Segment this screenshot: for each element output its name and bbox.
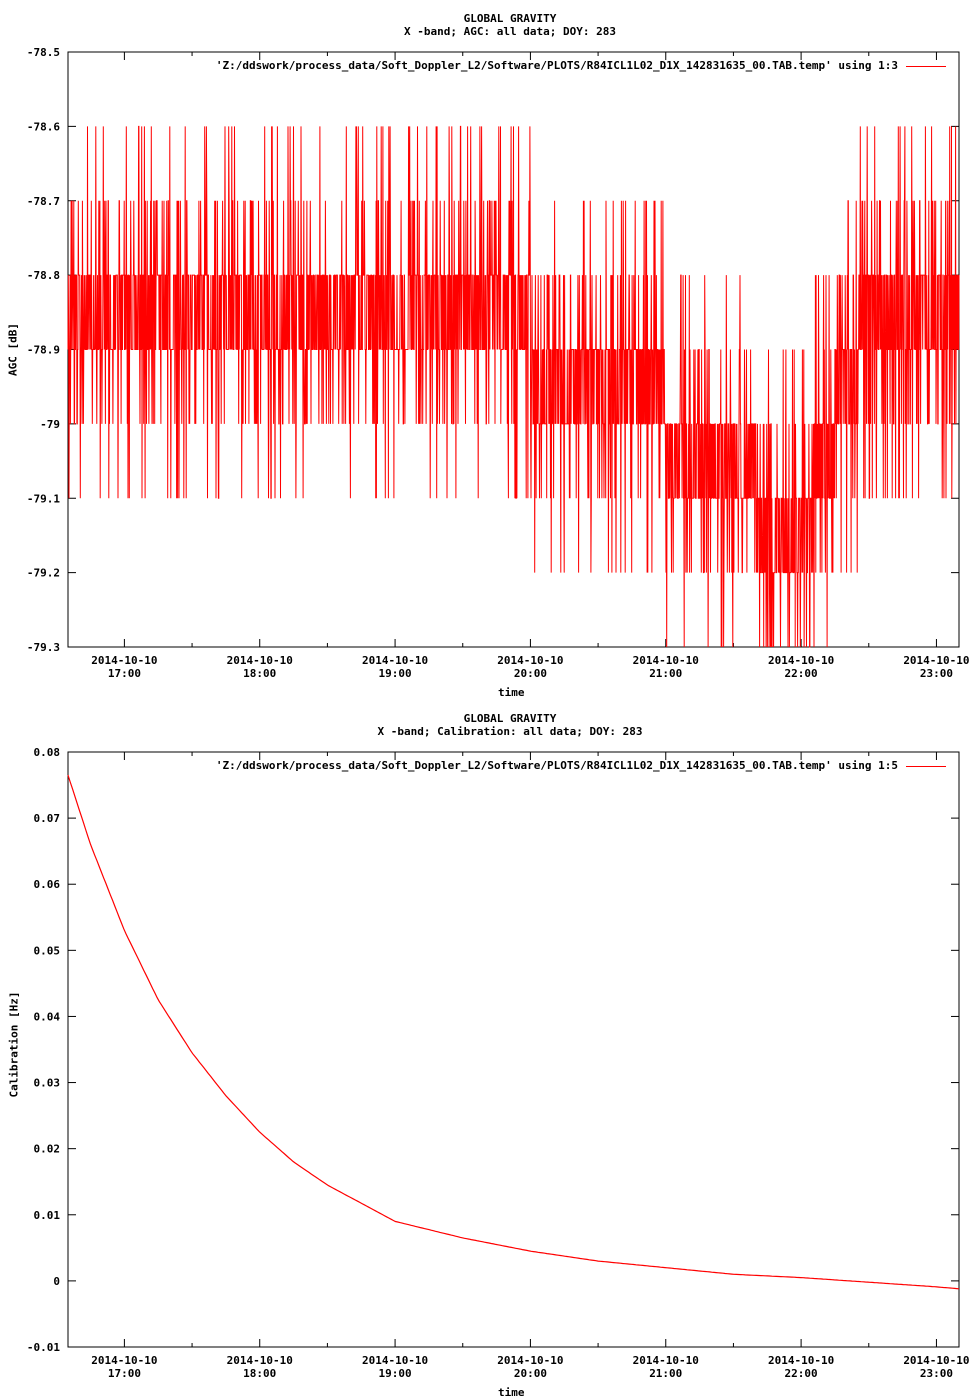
agc-legend-label: 'Z:/ddswork/process_data/Soft_Doppler_L2… [215, 59, 898, 72]
x-tick-label-time: 19:00 [379, 667, 412, 680]
y-tick-label: 0.03 [34, 1077, 61, 1090]
y-tick-label: 0.06 [34, 878, 61, 891]
x-tick-label-time: 20:00 [514, 667, 547, 680]
agc-title: GLOBAL GRAVITY [463, 12, 557, 25]
agc-x-axis-label: time [498, 686, 525, 699]
agc-subtitle: X -band; AGC: all data; DOY: 283 [404, 25, 616, 38]
x-tick-label-date: 2014-10-10 [633, 1354, 699, 1367]
calibration-plot: 0.08 0.07 0.06 0.05 0.04 0.03 0.02 0.01 0 -0.01 20… [27, 746, 970, 1380]
y-tick-label: 0.08 [34, 746, 61, 759]
y-tick-label: -78.8 [27, 269, 60, 282]
calibration-title: GLOBAL GRAVITY [463, 712, 557, 725]
calibration-legend-line [906, 766, 946, 767]
y-tick-label: 0.02 [34, 1143, 61, 1156]
x-tick-label-time: 22:00 [785, 667, 818, 680]
x-tick-label-time: 21:00 [649, 667, 682, 680]
calibration-x-axis-label: time [498, 1386, 525, 1399]
calibration-panel: GLOBAL GRAVITY X -band; Calibration: all… [0, 700, 980, 1400]
y-tick-label: -79.2 [27, 567, 60, 580]
plot-frame [67, 751, 960, 1348]
x-tick-label-time: 18:00 [243, 667, 276, 680]
y-tick-label: -79.1 [27, 492, 60, 505]
x-tick-label-date: 2014-10-10 [497, 654, 563, 667]
calibration-legend-label: 'Z:/ddswork/process_data/Soft_Doppler_L2… [215, 759, 898, 772]
x-tick-label-time: 17:00 [108, 1367, 141, 1380]
y-tick-label: 0.05 [34, 944, 61, 957]
x-tick-label-date: 2014-10-10 [91, 1354, 157, 1367]
y-tick-label: 0.04 [34, 1010, 61, 1023]
x-tick-label-time: 23:00 [920, 667, 953, 680]
x-tick-label-time: 19:00 [379, 1367, 412, 1380]
x-tick-label-time: 22:00 [785, 1367, 818, 1380]
x-tick-label-date: 2014-10-10 [362, 1354, 428, 1367]
y-tick-label: -79 [40, 418, 60, 431]
x-tick-label-date: 2014-10-10 [227, 1354, 293, 1367]
y-tick-label: 0.07 [34, 812, 61, 825]
agc-series-line [67, 125, 960, 648]
y-tick-label: 0 [53, 1275, 60, 1288]
x-tick-label-time: 18:00 [243, 1367, 276, 1380]
y-tick-label: -78.5 [27, 46, 60, 59]
x-tick-label-date: 2014-10-10 [497, 1354, 563, 1367]
x-tick-label-date: 2014-10-10 [768, 1354, 834, 1367]
x-tick-label-date: 2014-10-10 [903, 654, 969, 667]
x-tick-label-time: 20:00 [514, 1367, 547, 1380]
agc-y-axis-label: AGC [dB] [6, 323, 20, 376]
y-tick-label: -78.6 [27, 120, 60, 133]
x-tick-label-time: 21:00 [649, 1367, 682, 1380]
y-tick-label: -0.01 [27, 1341, 60, 1354]
x-tick-label-time: 23:00 [920, 1367, 953, 1380]
agc-panel: GLOBAL GRAVITY X -band; AGC: all data; D… [6, 12, 970, 699]
x-tick-label-date: 2014-10-10 [633, 654, 699, 667]
y-tick-label: -79.3 [27, 641, 60, 654]
x-tick-label-time: 17:00 [108, 667, 141, 680]
x-tick-label-date: 2014-10-10 [903, 1354, 969, 1367]
calibration-subtitle: X -band; Calibration: all data; DOY: 283 [377, 725, 643, 738]
agc-plot: -78.5 -78.6 -78.7 -78.8 -78.9 -79 -79.1 -79.2 -7… [27, 46, 970, 680]
y-tick-label: -78.9 [27, 344, 60, 357]
x-tick-label-date: 2014-10-10 [768, 654, 834, 667]
x-tick-label-date: 2014-10-10 [227, 654, 293, 667]
calibration-y-axis-label: Calibration [Hz] [7, 991, 21, 1098]
y-tick-label: 0.01 [34, 1209, 61, 1222]
x-tick-label-date: 2014-10-10 [362, 654, 428, 667]
calibration-series-line [67, 774, 960, 1290]
y-tick-label: -78.7 [27, 195, 60, 208]
x-tick-label-date: 2014-10-10 [91, 654, 157, 667]
agc-legend-line [906, 66, 946, 67]
